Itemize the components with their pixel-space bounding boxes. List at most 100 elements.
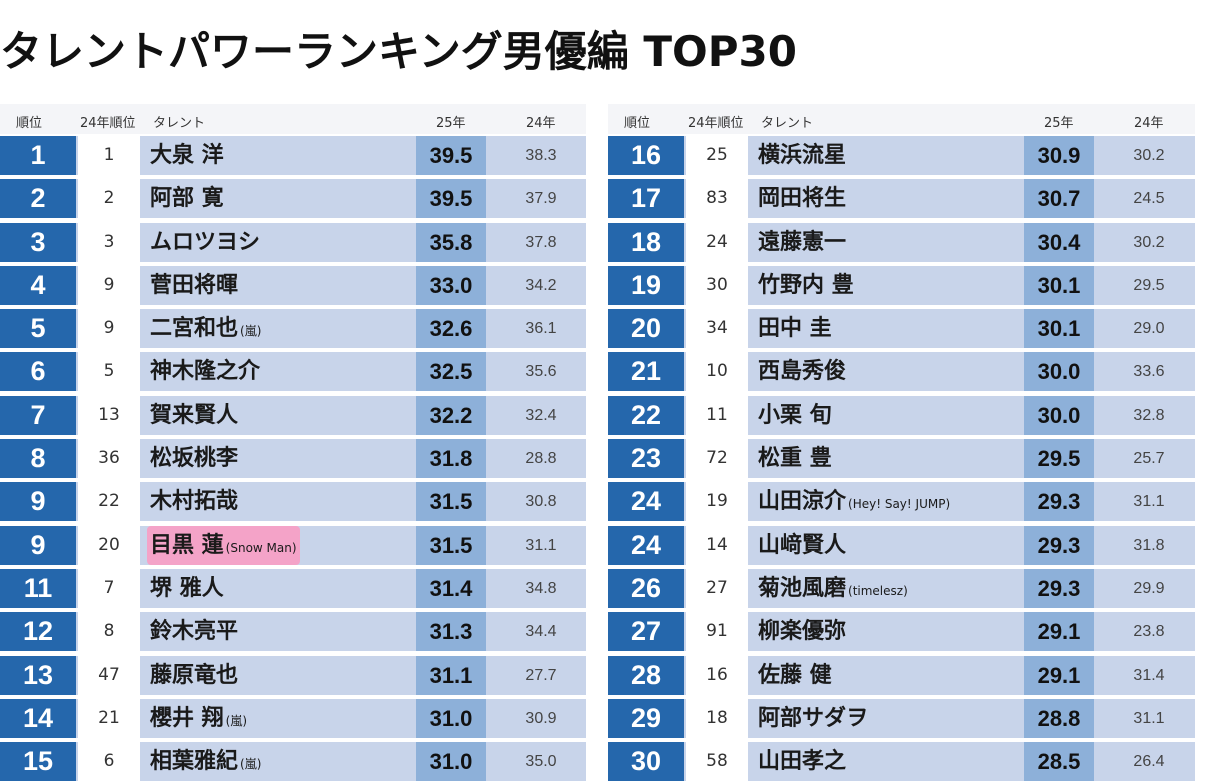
rank-cell: 8 [0,439,76,479]
prev-rank-cell: 14 [686,525,748,565]
talent-name: 大泉 洋 [150,143,224,168]
rank-cell: 12 [0,612,76,652]
table-row: 19 30 竹野内 豊 30.1 29.5 [608,264,1195,307]
score-2025-cell: 32.5 [416,352,486,392]
score-2024-cell: 38.3 [525,147,557,164]
table-row: 24 19 山田涼介 (Hey! Say! JUMP) 29.3 31.1 [608,480,1195,523]
prev-rank-cell: 11 [686,395,748,435]
rank-cell: 24 [608,525,684,565]
table-row: 22 11 小栗 旬 30.0 32.8 [608,394,1195,437]
score-2024-cell: 30.2 [1133,233,1165,251]
prev-rank-cell: 58 [686,742,748,782]
prev-rank-cell: 19 [686,482,748,522]
prev-rank-cell: 27 [686,568,748,608]
talent-name-cell: 大泉 洋 [150,136,226,175]
prev-rank-cell: 9 [78,265,140,305]
score-2024-cell: 25.7 [1133,450,1165,468]
header-rank: 順位 [624,116,651,131]
table-row: 23 72 松重 豊 29.5 25.7 [608,437,1195,480]
score-2025-cell: 31.4 [416,568,486,608]
score-2025-cell: 30.7 [1024,179,1094,219]
page-title: タレントパワーランキング男優編 TOP30 [0,27,797,76]
talent-name: 柳楽優弥 [758,619,847,645]
rank-cell: 7 [0,395,76,435]
talent-group-note: (嵐) [240,757,262,772]
table-row: 3 3 ムロツヨシ 35.8 37.8 [0,221,586,264]
talent-name: 二宮和也 [150,316,239,342]
rank-cell: 16 [608,136,684,175]
score-2024-cell: 27.7 [525,666,557,684]
header-2025: 25年 [436,116,466,131]
talent-name-cell: 岡田将生 [758,179,848,218]
talent-name: 阿部サダヲ [758,705,869,731]
score-2024-cell: 31.1 [1133,709,1165,727]
talent-name: 松重 豊 [758,446,832,472]
table-row: 17 83 岡田将生 30.7 24.5 [608,177,1195,220]
table-body: 1 1 大泉 洋 39.5 38.3 2 2 阿部 寛 39.5 37.9 3 3 ムロツヨシ 35.8 3… [0,134,586,783]
talent-name-cell: 二宮和也 (嵐) [150,309,261,348]
talent-name-cell: 相葉雅紀 (嵐) [150,742,261,781]
rank-cell: 15 [0,742,76,782]
score-2025-cell: 30.1 [1024,265,1094,305]
talent-name: 山田涼介 [758,489,847,515]
table-row: 5 9 二宮和也 (嵐) 32.6 36.1 [0,307,586,350]
score-2025-cell: 32.2 [416,395,486,435]
score-2024-cell: 29.5 [1133,276,1165,294]
rank-cell: 30 [608,742,684,782]
score-2024-cell: 36.1 [525,320,557,338]
score-2025-cell: 31.5 [416,482,486,522]
score-2025-cell: 31.1 [416,655,486,695]
score-2024-cell: 30.2 [1133,147,1165,164]
prev-rank-cell: 13 [78,395,140,435]
table-row: 27 91 柳楽優弥 29.1 23.8 [608,610,1195,653]
score-2025-cell: 31.3 [416,612,486,652]
talent-name: 堺 雅人 [150,575,224,601]
prev-rank-cell: 22 [78,482,140,522]
talent-name-cell: 田中 圭 [758,309,834,348]
rank-cell: 14 [0,698,76,738]
table-row: 30 58 山田孝之 28.5 26.4 [608,740,1195,783]
prev-rank-cell: 72 [686,439,748,479]
talent-name: 櫻井 翔 [150,705,224,731]
talent-name: 遠藤憲一 [758,229,847,255]
score-2025-cell: 31.0 [416,742,486,782]
talent-group-note: (Snow Man) [225,540,297,555]
prev-rank-cell: 34 [686,309,748,349]
talent-name: 田中 圭 [758,316,832,342]
table-row: 18 24 遠藤憲一 30.4 30.2 [608,221,1195,264]
rank-cell: 27 [608,612,684,652]
talent-name: 相葉雅紀 [150,749,239,775]
table-row: 24 14 山﨑賢人 29.3 31.8 [608,524,1195,567]
score-2025-cell: 29.1 [1024,655,1094,695]
talent-name-cell: 目黒 蓮 (Snow Man) [147,525,300,565]
table-row: 7 13 賀来賢人 32.2 32.4 [0,394,586,437]
prev-rank-cell: 2 [78,179,140,219]
talent-group-note: (Hey! Say! JUMP) [848,497,951,512]
talent-name-cell: 菅田将暉 [150,266,240,305]
score-2024-cell: 28.8 [525,450,557,468]
prev-rank-cell: 9 [78,309,140,349]
table-row: 20 34 田中 圭 30.1 29.0 [608,307,1195,350]
score-2024-cell: 24.5 [1133,190,1165,208]
score-2024-cell: 30.9 [525,709,557,727]
score-2025-cell: 29.1 [1024,612,1094,652]
talent-name-cell: 木村拓哉 [150,482,240,521]
prev-rank-cell: 25 [686,136,748,175]
table-row: 28 16 佐藤 健 29.1 31.4 [608,654,1195,697]
talent-group-note: (嵐) [240,324,262,339]
score-2024-cell: 35.0 [525,753,557,771]
rank-cell: 9 [0,482,76,522]
prev-rank-cell: 10 [686,352,748,392]
score-2024-cell: 23.8 [1133,623,1165,641]
table-row: 26 27 菊池風磨 (timelesz) 29.3 29.9 [608,567,1195,610]
talent-name-cell: 横浜流星 [758,136,848,175]
score-2024-cell: 31.1 [525,536,557,554]
table-row: 14 21 櫻井 翔 (嵐) 31.0 30.9 [0,697,586,740]
score-2025-cell: 30.1 [1024,309,1094,349]
talent-name-cell: ムロツヨシ [150,223,262,262]
talent-name: ムロツヨシ [150,229,261,255]
rank-cell: 18 [608,222,684,262]
table-row: 9 22 木村拓哉 31.5 30.8 [0,480,586,523]
prev-rank-cell: 16 [686,655,748,695]
score-2025-cell: 29.3 [1024,568,1094,608]
